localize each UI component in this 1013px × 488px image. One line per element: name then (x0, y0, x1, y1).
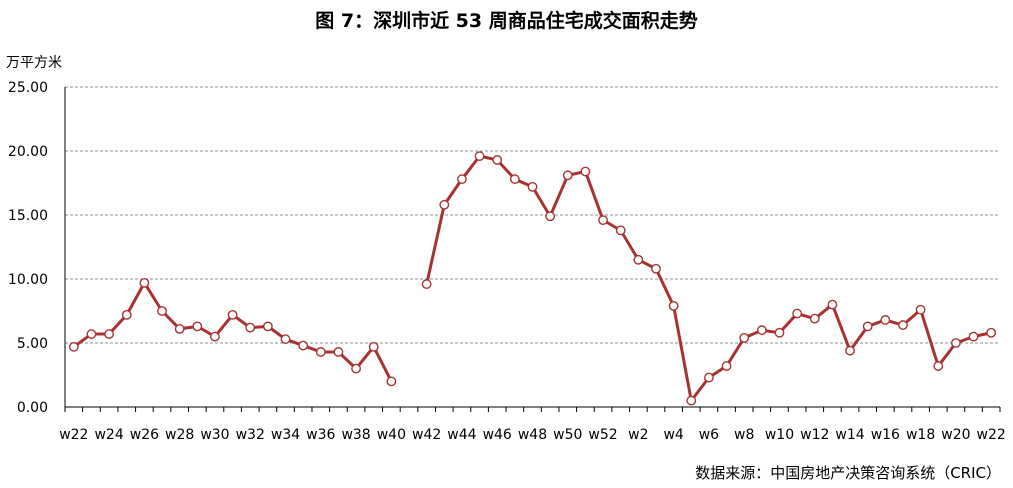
x-tick-label: w16 (871, 427, 900, 443)
data-point (104, 329, 115, 339)
y-tick-label: 5.00 (17, 336, 48, 352)
data-point (615, 225, 626, 236)
x-tick-label: w10 (765, 427, 794, 443)
data-point (121, 309, 132, 320)
data-point (474, 151, 485, 162)
y-tick-label: 20.00 (8, 144, 48, 160)
data-point (580, 166, 591, 177)
gridlines (65, 86, 1000, 344)
x-tick-label: w22 (977, 427, 1006, 443)
data-point (421, 279, 432, 290)
data-point (368, 341, 379, 352)
x-tick-label: w48 (518, 427, 547, 443)
data-point (704, 372, 714, 383)
x-tick-label: w28 (165, 427, 194, 443)
data-point (933, 361, 944, 371)
series-line-segment (425, 154, 992, 403)
x-tick-label: w42 (412, 427, 441, 443)
x-tick-label: w8 (734, 427, 754, 443)
data-point (950, 338, 961, 348)
data-point (739, 332, 750, 343)
y-tick-label: 0.00 (17, 400, 48, 416)
data-source-note: 数据来源：中国房地产决策咨询系统（CRIC） (695, 464, 1001, 482)
chart-title: 图 7：深圳市近 53 周商品住宅成交面积走势 (315, 10, 698, 32)
data-point (898, 320, 908, 330)
data-point (157, 306, 167, 316)
data-point (315, 347, 326, 357)
data-point (845, 345, 855, 356)
data-point (386, 376, 397, 387)
x-tick-label: w52 (588, 427, 617, 443)
x-tick-label: w26 (130, 427, 159, 443)
data-point (527, 181, 538, 192)
data-point (774, 327, 785, 338)
y-axis-unit-label: 万平方米 (6, 55, 62, 71)
data-point (192, 321, 203, 332)
data-point (545, 211, 556, 222)
data-point (262, 321, 273, 332)
data-point (210, 331, 220, 342)
y-tick-label: 15.00 (8, 208, 48, 224)
data-point (880, 315, 891, 325)
data-point (245, 322, 256, 333)
y-axis-tick-labels: 0.00 5.00 10.00 15.00 20.00 25.00 (8, 80, 48, 416)
x-tick-label: w40 (377, 427, 406, 443)
data-point (333, 347, 344, 357)
series-line (72, 154, 992, 403)
x-tick-label: w46 (483, 427, 512, 443)
data-point (756, 325, 767, 336)
data-point (139, 277, 150, 288)
x-tick-label: w34 (271, 427, 300, 443)
data-point (86, 329, 97, 339)
data-point (227, 309, 238, 320)
x-tick-label: w12 (800, 427, 829, 443)
x-tick-label: w18 (906, 427, 935, 443)
data-point (968, 331, 979, 342)
data-point (686, 395, 697, 406)
x-tick-label: w2 (628, 427, 648, 443)
data-point (792, 308, 803, 319)
x-tick-label: w44 (447, 427, 476, 443)
x-tick-label: w50 (553, 427, 582, 443)
data-point (68, 341, 79, 352)
data-point (562, 170, 573, 181)
x-tick-label: w14 (835, 427, 864, 443)
data-point (298, 340, 309, 351)
y-tick-label: 10.00 (8, 272, 48, 288)
data-point (668, 300, 679, 311)
x-tick-label: w6 (699, 427, 719, 443)
data-point (457, 174, 467, 185)
data-point (174, 324, 185, 334)
data-point (439, 199, 450, 210)
data-point (915, 304, 926, 315)
data-point (651, 263, 661, 274)
series-line-segment (72, 281, 393, 383)
data-point (351, 363, 361, 374)
series-points (68, 151, 997, 406)
axes (64, 87, 1001, 412)
x-tick-label: w36 (306, 427, 335, 443)
x-tick-label: w30 (200, 427, 229, 443)
x-tick-label: w38 (341, 427, 370, 443)
y-tick-label: 25.00 (8, 80, 48, 96)
data-point (827, 299, 838, 310)
data-point (721, 361, 732, 371)
x-tick-label: w24 (94, 427, 123, 443)
data-point (633, 254, 644, 265)
x-tick-label: w22 (59, 427, 88, 443)
data-point (280, 334, 291, 345)
data-point (986, 327, 997, 338)
x-tick-label: w32 (236, 427, 265, 443)
data-point (862, 321, 873, 332)
x-tick-label: w20 (941, 427, 970, 443)
x-tick-label: w4 (663, 427, 683, 443)
data-point (492, 155, 503, 165)
data-point (598, 215, 608, 226)
data-point (509, 174, 520, 185)
data-point (809, 313, 820, 324)
x-axis-tick-labels: w22 w24 w26 w28 w30 w32 w34 w36 w38 w40 w42 w44 w46 w… (59, 427, 1006, 443)
